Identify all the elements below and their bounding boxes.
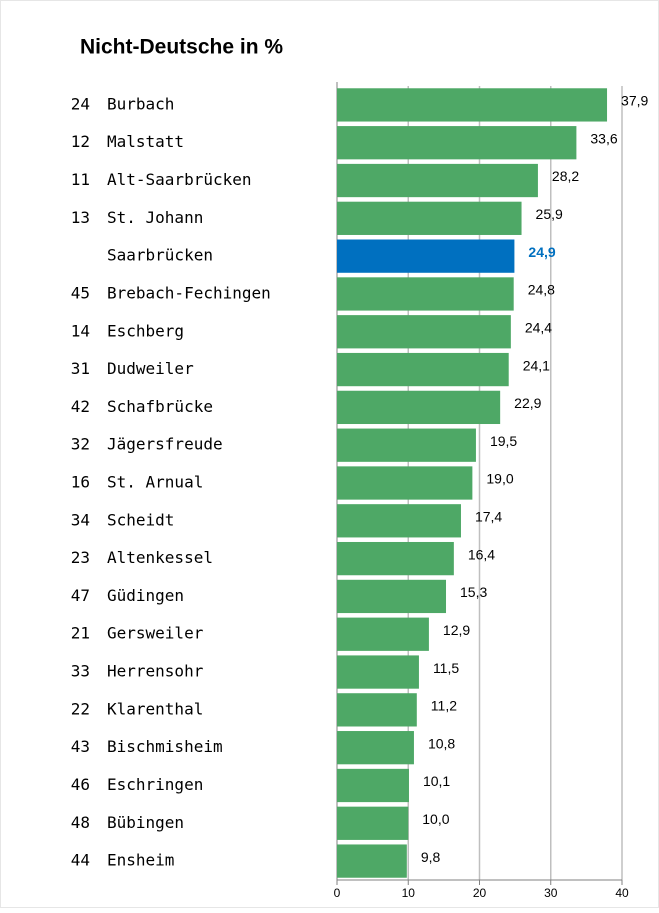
bar: [337, 806, 409, 840]
y-tick-label: Burbach: [107, 94, 174, 113]
value-label: 9,8: [421, 849, 441, 865]
y-tick-label: Schafbrücke: [107, 397, 213, 416]
bar: [337, 163, 538, 198]
bar: [337, 693, 417, 727]
x-tick-label: 10: [402, 886, 416, 900]
value-label: 24,9: [528, 244, 555, 260]
bar: [337, 239, 515, 273]
category-code: 47: [71, 586, 90, 605]
value-label: 16,4: [468, 546, 495, 562]
bar: [337, 579, 447, 614]
y-tick-label: Bischmisheim: [107, 737, 223, 756]
value-label: 11,2: [431, 698, 457, 714]
category-code: 24: [71, 94, 90, 113]
chart-title: Nicht-Deutsche in %: [80, 36, 283, 59]
value-label: 10,1: [423, 773, 450, 789]
value-label: 19,0: [486, 471, 513, 487]
y-tick-label: Saarbrücken: [107, 246, 213, 265]
bar: [337, 428, 476, 462]
category-code: 23: [71, 548, 90, 567]
value-label: 10,0: [422, 811, 449, 827]
category-code: 44: [71, 851, 90, 870]
category-code: 34: [71, 510, 90, 529]
bar: [337, 655, 419, 689]
x-tick-label: 0: [334, 886, 341, 900]
value-label: 19,5: [490, 433, 517, 449]
y-tick-label: Klarenthal: [107, 699, 203, 718]
category-code: 43: [71, 737, 90, 756]
value-label: 37,9: [621, 93, 648, 109]
y-tick-label: St. Johann: [107, 208, 203, 227]
y-tick-label: St. Arnual: [107, 473, 203, 492]
bar: [337, 390, 501, 425]
y-tick-label: Altenkessel: [107, 548, 213, 567]
category-code: 32: [71, 435, 90, 454]
y-tick-label: Malstatt: [107, 132, 184, 151]
value-label: 24,8: [528, 282, 555, 298]
category-code: 33: [71, 662, 90, 681]
value-label: 24,4: [525, 319, 552, 335]
y-tick-label: Brebach-Fechingen: [107, 283, 271, 302]
category-code: 14: [71, 321, 90, 340]
value-label: 22,9: [514, 395, 541, 411]
category-code: 31: [71, 359, 90, 378]
value-label: 11,5: [433, 660, 459, 676]
y-tick-label: Ensheim: [107, 851, 174, 870]
bar: [337, 88, 608, 122]
bar: [337, 768, 409, 803]
bar: [337, 504, 461, 538]
bar: [337, 617, 429, 651]
y-tick-label: Gersweiler: [107, 624, 204, 643]
bar: [337, 277, 514, 311]
y-tick-label: Eschringen: [107, 775, 203, 794]
value-label: 28,2: [552, 168, 579, 184]
category-code: 48: [71, 813, 90, 832]
value-label: 15,3: [460, 584, 487, 600]
category-code: 21: [71, 624, 90, 643]
bar: [337, 126, 577, 160]
y-tick-label: Herrensohr: [107, 662, 204, 681]
bar: [337, 541, 454, 576]
y-tick-label: Jägersfreude: [107, 435, 223, 454]
y-tick-label: Bübingen: [107, 813, 184, 832]
category-code: 12: [71, 132, 90, 151]
bar: [337, 466, 473, 500]
x-tick-label: 20: [473, 886, 487, 900]
y-tick-label: Eschberg: [107, 321, 184, 340]
bar: [337, 201, 522, 235]
category-code: 13: [71, 208, 90, 227]
category-code: 11: [71, 170, 90, 189]
y-tick-label: Dudweiler: [107, 359, 194, 378]
x-tick-label: 30: [544, 886, 558, 900]
bar: [337, 844, 407, 878]
bar: [337, 731, 414, 765]
category-code: 46: [71, 775, 90, 794]
value-label: 12,9: [443, 622, 470, 638]
y-tick-label: Alt-Saarbrücken: [107, 170, 252, 189]
value-label: 25,9: [536, 206, 563, 222]
category-code: 45: [71, 283, 90, 302]
value-label: 10,8: [428, 735, 455, 751]
value-label: 24,1: [523, 357, 550, 373]
category-code: 22: [71, 699, 90, 718]
value-label: 33,6: [590, 130, 617, 146]
category-code: 16: [71, 473, 90, 492]
value-label: 17,4: [475, 509, 502, 525]
y-tick-label: Güdingen: [107, 586, 184, 605]
bar: [337, 315, 511, 349]
bar: [337, 352, 509, 387]
x-tick-label: 40: [615, 886, 629, 900]
y-tick-label: Scheidt: [107, 510, 174, 529]
category-code: 42: [71, 397, 90, 416]
